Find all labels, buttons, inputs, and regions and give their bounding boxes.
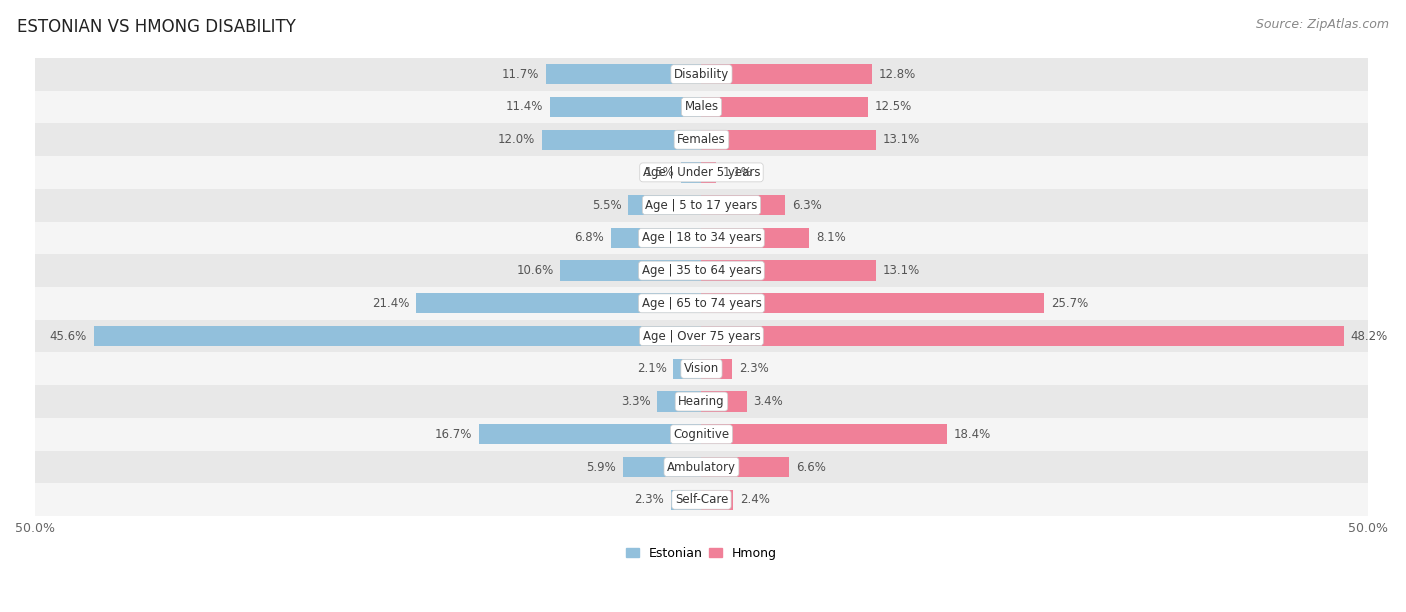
Text: Age | 65 to 74 years: Age | 65 to 74 years <box>641 297 762 310</box>
Bar <box>550 97 702 117</box>
Bar <box>546 64 702 84</box>
Text: Source: ZipAtlas.com: Source: ZipAtlas.com <box>1256 18 1389 31</box>
Text: 6.6%: 6.6% <box>796 460 825 474</box>
Bar <box>94 326 702 346</box>
Bar <box>35 222 1368 254</box>
Text: 13.1%: 13.1% <box>883 264 920 277</box>
Bar <box>479 424 702 444</box>
Text: Ambulatory: Ambulatory <box>666 460 735 474</box>
Legend: Estonian, Hmong: Estonian, Hmong <box>621 542 782 565</box>
Text: 48.2%: 48.2% <box>1351 330 1388 343</box>
Text: 3.4%: 3.4% <box>754 395 783 408</box>
Text: Age | 5 to 17 years: Age | 5 to 17 years <box>645 199 758 212</box>
Bar <box>35 254 1368 287</box>
Text: Age | 18 to 34 years: Age | 18 to 34 years <box>641 231 761 244</box>
Text: 13.1%: 13.1% <box>883 133 920 146</box>
Text: 12.0%: 12.0% <box>498 133 534 146</box>
Bar <box>702 326 1344 346</box>
Bar <box>702 162 716 182</box>
Text: 12.8%: 12.8% <box>879 68 915 81</box>
Bar <box>682 162 702 182</box>
Text: Cognitive: Cognitive <box>673 428 730 441</box>
Text: 12.5%: 12.5% <box>875 100 912 113</box>
Text: 2.4%: 2.4% <box>740 493 770 506</box>
Text: 11.4%: 11.4% <box>506 100 543 113</box>
Bar <box>35 287 1368 319</box>
Bar <box>702 424 946 444</box>
Bar <box>673 359 702 379</box>
Bar <box>35 123 1368 156</box>
Bar <box>702 228 810 248</box>
Bar <box>628 195 702 215</box>
Text: Disability: Disability <box>673 68 730 81</box>
Bar <box>35 319 1368 353</box>
Text: 18.4%: 18.4% <box>953 428 991 441</box>
Bar <box>35 483 1368 516</box>
Bar <box>35 450 1368 483</box>
Text: Males: Males <box>685 100 718 113</box>
Text: 1.5%: 1.5% <box>645 166 675 179</box>
Text: ESTONIAN VS HMONG DISABILITY: ESTONIAN VS HMONG DISABILITY <box>17 18 295 36</box>
Text: Vision: Vision <box>683 362 718 375</box>
Bar <box>35 385 1368 418</box>
Bar <box>702 97 868 117</box>
Bar <box>35 188 1368 222</box>
Text: 11.7%: 11.7% <box>502 68 538 81</box>
Text: 10.6%: 10.6% <box>516 264 554 277</box>
Text: 16.7%: 16.7% <box>434 428 472 441</box>
Text: Self-Care: Self-Care <box>675 493 728 506</box>
Bar <box>416 293 702 313</box>
Text: 45.6%: 45.6% <box>49 330 87 343</box>
Bar <box>671 490 702 510</box>
Bar <box>35 418 1368 450</box>
Text: Hearing: Hearing <box>678 395 724 408</box>
Bar <box>560 261 702 281</box>
Bar <box>702 293 1045 313</box>
Bar <box>623 457 702 477</box>
Bar <box>702 261 876 281</box>
Bar <box>35 91 1368 123</box>
Text: 8.1%: 8.1% <box>815 231 846 244</box>
Bar <box>35 156 1368 188</box>
Bar <box>658 392 702 412</box>
Text: 6.3%: 6.3% <box>792 199 823 212</box>
Text: 2.1%: 2.1% <box>637 362 666 375</box>
Bar <box>702 195 786 215</box>
Text: 6.8%: 6.8% <box>575 231 605 244</box>
Text: Age | Under 5 years: Age | Under 5 years <box>643 166 761 179</box>
Text: Age | Over 75 years: Age | Over 75 years <box>643 330 761 343</box>
Bar <box>35 353 1368 385</box>
Bar <box>702 130 876 150</box>
Text: Age | 35 to 64 years: Age | 35 to 64 years <box>641 264 761 277</box>
Bar <box>702 457 789 477</box>
Text: 2.3%: 2.3% <box>738 362 769 375</box>
Bar <box>541 130 702 150</box>
Text: 25.7%: 25.7% <box>1050 297 1088 310</box>
Bar <box>702 490 734 510</box>
Bar <box>702 64 872 84</box>
Text: 3.3%: 3.3% <box>621 395 651 408</box>
Text: 2.3%: 2.3% <box>634 493 664 506</box>
Text: 5.5%: 5.5% <box>592 199 621 212</box>
Text: Females: Females <box>678 133 725 146</box>
Bar <box>610 228 702 248</box>
Bar <box>702 392 747 412</box>
Text: 5.9%: 5.9% <box>586 460 616 474</box>
Text: 21.4%: 21.4% <box>373 297 409 310</box>
Bar <box>35 58 1368 91</box>
Text: 1.1%: 1.1% <box>723 166 752 179</box>
Bar <box>702 359 733 379</box>
